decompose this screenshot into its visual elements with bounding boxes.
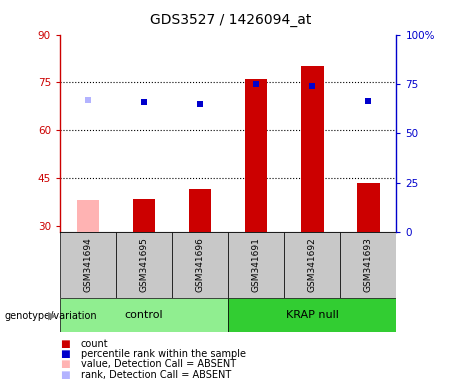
- Bar: [245, 79, 267, 232]
- Text: ■: ■: [60, 359, 70, 369]
- Bar: [77, 200, 99, 232]
- Text: count: count: [81, 339, 108, 349]
- Bar: [301, 66, 324, 232]
- Bar: [133, 199, 155, 232]
- Text: GSM341692: GSM341692: [308, 238, 317, 292]
- Text: GDS3527 / 1426094_at: GDS3527 / 1426094_at: [150, 13, 311, 27]
- Bar: [357, 183, 379, 232]
- Text: GSM341694: GSM341694: [83, 238, 93, 292]
- Text: GSM341691: GSM341691: [252, 238, 261, 293]
- Bar: [228, 232, 284, 298]
- Bar: [116, 232, 172, 298]
- Bar: [189, 189, 211, 232]
- Bar: [340, 232, 396, 298]
- Text: ▶: ▶: [48, 311, 57, 321]
- Bar: [172, 232, 228, 298]
- Text: GSM341693: GSM341693: [364, 238, 373, 293]
- Text: KRAP null: KRAP null: [286, 310, 339, 320]
- Bar: [60, 298, 228, 332]
- Text: control: control: [125, 310, 163, 320]
- Bar: [60, 232, 116, 298]
- Text: value, Detection Call = ABSENT: value, Detection Call = ABSENT: [81, 359, 236, 369]
- Text: genotype/variation: genotype/variation: [5, 311, 97, 321]
- Text: GSM341695: GSM341695: [140, 238, 148, 293]
- Text: GSM341696: GSM341696: [195, 238, 205, 293]
- Bar: [284, 232, 340, 298]
- Text: ■: ■: [60, 349, 70, 359]
- Text: ■: ■: [60, 339, 70, 349]
- Text: percentile rank within the sample: percentile rank within the sample: [81, 349, 246, 359]
- Bar: [228, 298, 396, 332]
- Text: rank, Detection Call = ABSENT: rank, Detection Call = ABSENT: [81, 370, 231, 380]
- Text: ■: ■: [60, 370, 70, 380]
